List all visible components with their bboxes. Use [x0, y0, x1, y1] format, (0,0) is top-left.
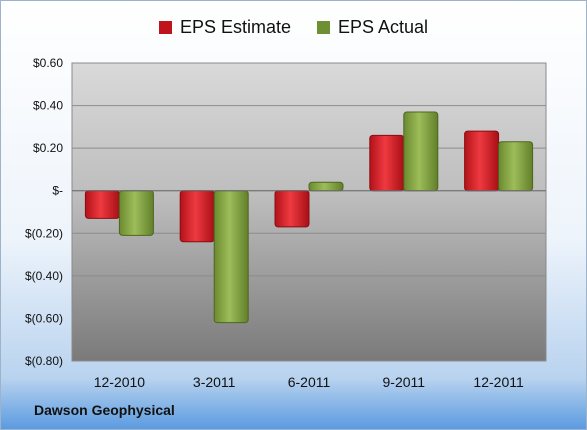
legend-label-actual: EPS Actual — [337, 17, 429, 37]
bars — [72, 111, 546, 324]
y-tick-label: $0.20 — [33, 141, 63, 155]
bar-actual — [403, 111, 439, 192]
legend-item-estimate: EPS Estimate — [158, 17, 291, 38]
bar-actual — [498, 141, 534, 192]
legend-swatch-actual — [316, 21, 330, 34]
legend-label-estimate: EPS Estimate — [179, 17, 291, 37]
bar-actual — [118, 190, 154, 236]
y-tick-label: $(0.60) — [25, 311, 63, 325]
bar-actual — [308, 181, 344, 192]
y-axis-ticks: $0.60 $0.40 $0.20 $- $(0.20) $(0.40) $(0.60) $(… — [25, 56, 63, 368]
legend: EPS Estimate EPS Actual — [1, 17, 586, 38]
bar-estimate — [464, 130, 500, 192]
bar-estimate — [84, 190, 120, 219]
x-tick-label: 9-2011 — [383, 374, 426, 390]
legend-swatch-estimate — [158, 21, 172, 34]
x-tick-label: 3-2011 — [193, 374, 236, 390]
y-tick-label: $(0.20) — [25, 226, 63, 240]
y-tick-label: $- — [52, 184, 63, 198]
y-tick-label: $(0.80) — [25, 354, 63, 368]
bar-estimate — [274, 190, 310, 228]
x-tick-label: 12-2010 — [94, 374, 146, 390]
bar-actual — [213, 190, 249, 324]
y-tick-label: $(0.40) — [25, 269, 63, 283]
x-tick-label: 12-2011 — [473, 374, 524, 390]
bar-estimate — [179, 190, 215, 243]
y-tick-label: $0.60 — [33, 56, 63, 70]
x-axis-ticks: 12-2010 3-2011 6-2011 9-2011 12-2011 — [94, 374, 524, 390]
y-tick-label: $0.40 — [33, 99, 63, 113]
bar-estimate — [369, 134, 405, 192]
legend-item-actual: EPS Actual — [316, 17, 429, 38]
company-label: Dawson Geophysical — [34, 402, 175, 418]
x-tick-label: 6-2011 — [288, 374, 331, 390]
